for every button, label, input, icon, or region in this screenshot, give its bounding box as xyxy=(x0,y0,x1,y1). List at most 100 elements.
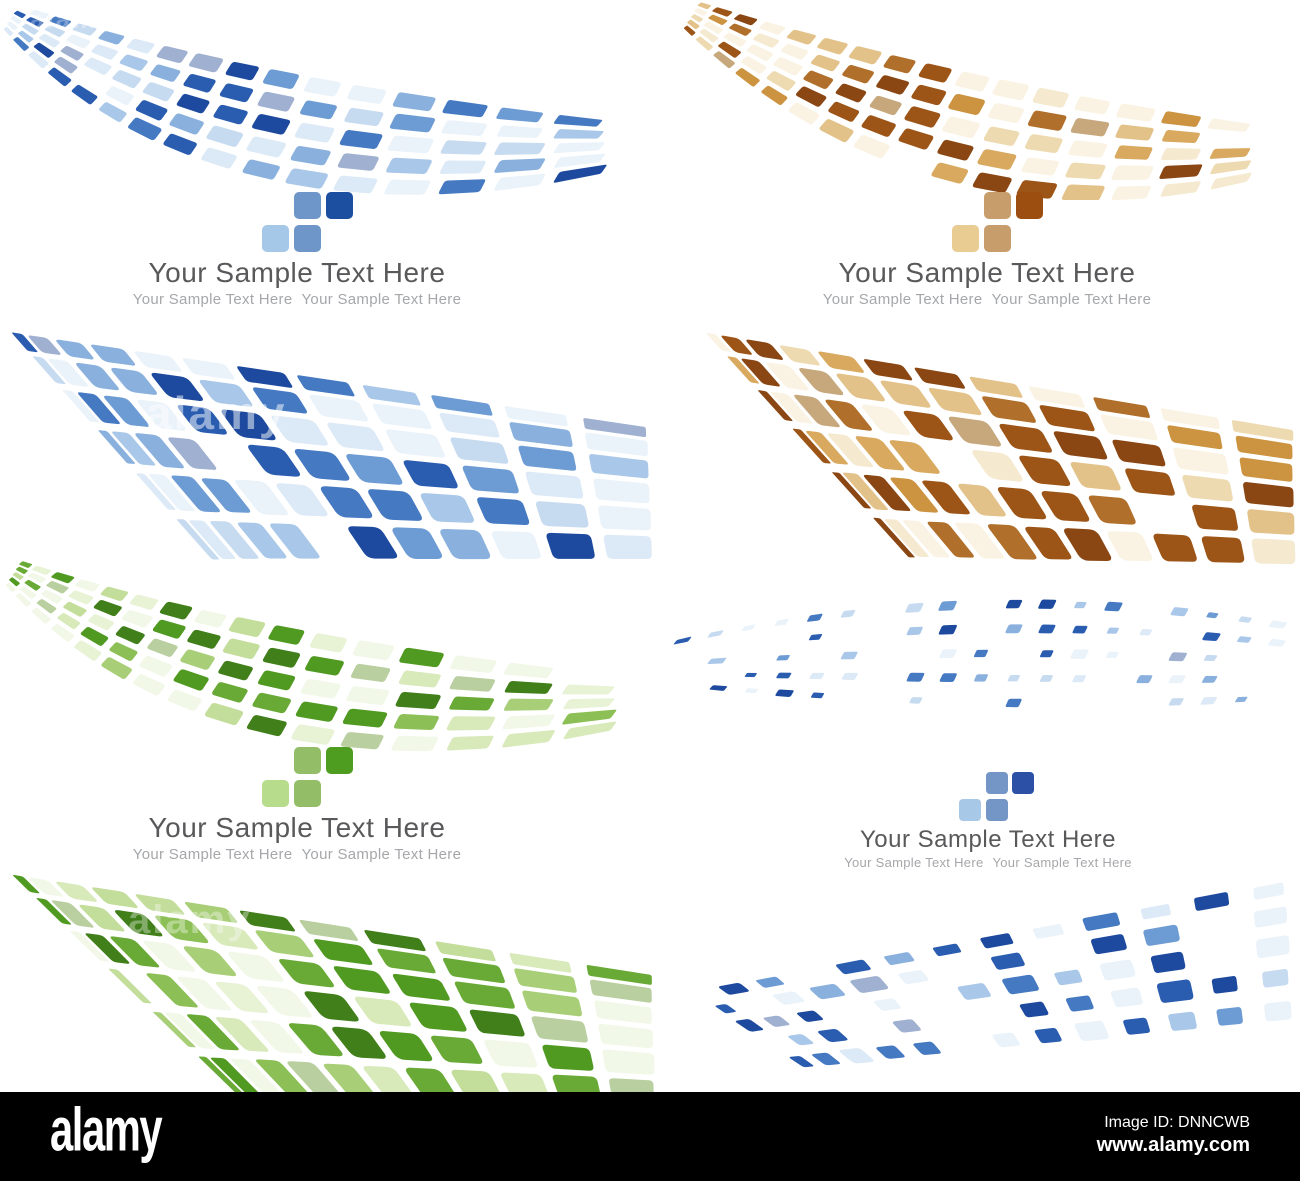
mosaic-cell xyxy=(911,84,947,106)
mosaic-cell xyxy=(228,951,284,982)
logo-square-mid-icon xyxy=(984,192,1011,219)
mosaic-cell xyxy=(1088,495,1136,525)
sample-subline: Your Sample Text Here Your Sample Text He… xyxy=(87,846,507,864)
mosaic-cell xyxy=(992,1032,1020,1048)
mosaic-cell xyxy=(348,526,398,559)
mosaic-cell xyxy=(972,450,1023,482)
mosaic-cell xyxy=(890,477,938,513)
mosaic-cell xyxy=(199,379,253,407)
mosaic-cell xyxy=(938,624,957,635)
mosaic-cell xyxy=(721,335,752,355)
mosaic-cell xyxy=(687,19,700,30)
mosaic-cell xyxy=(972,172,1012,193)
logo-square-mid-icon xyxy=(986,772,1008,794)
mosaic-cell xyxy=(1025,526,1072,560)
mosaic-cell xyxy=(173,669,209,691)
mosaic-cell xyxy=(189,520,236,559)
mosaic-cell xyxy=(553,142,605,154)
sample-subline: Your Sample Text Here Your Sample Text He… xyxy=(87,290,507,309)
mosaic-cell xyxy=(484,1039,538,1068)
mosaic-cell xyxy=(132,674,165,696)
mosaic-cell xyxy=(389,113,436,133)
mosaic-cell xyxy=(85,933,130,964)
mosaic-cell xyxy=(937,139,974,161)
mosaic-cell xyxy=(449,696,495,711)
mosaic-cell xyxy=(377,948,436,974)
mosaic-cell xyxy=(494,158,546,173)
mosaic-cell xyxy=(60,45,84,61)
mosaic-cell xyxy=(198,1056,245,1096)
mosaic-cell xyxy=(525,471,584,499)
mosaic-cell xyxy=(1024,134,1063,153)
mosaic-cell xyxy=(843,472,888,511)
mosaic-cell xyxy=(744,688,759,694)
mosaic-cell xyxy=(903,410,953,441)
checker-logo-orange xyxy=(777,192,1197,254)
mosaic-cell xyxy=(553,115,603,127)
mosaic-cell xyxy=(63,601,87,617)
mosaic-cell xyxy=(237,522,287,559)
mosaic-cell xyxy=(177,976,232,1011)
mosaic-cell xyxy=(71,84,98,105)
mosaic-cell xyxy=(229,617,266,637)
mosaic-cell xyxy=(36,898,72,925)
mosaic-cell xyxy=(861,404,911,436)
mosaic-cell xyxy=(10,16,22,25)
mosaic-cell xyxy=(346,686,390,705)
mosaic-cell xyxy=(1268,638,1286,647)
mosaic-cell xyxy=(1262,968,1289,988)
mosaic-cell xyxy=(1116,103,1156,122)
mosaic-cell xyxy=(1110,987,1143,1008)
mosaic-cell xyxy=(204,703,244,726)
mosaic-cell xyxy=(48,67,72,87)
mosaic-cell xyxy=(38,34,60,48)
mosaic-cell xyxy=(1140,904,1171,920)
mosaic-cell xyxy=(958,483,1006,517)
mosaic-cell xyxy=(799,368,844,396)
mosaic-cell xyxy=(928,387,982,416)
mosaic-cell xyxy=(194,610,227,628)
sample-headline: Your Sample Text Here xyxy=(860,826,1116,853)
mosaic-cell xyxy=(992,79,1029,101)
mosaic-cell xyxy=(806,430,848,465)
mosaic-cell xyxy=(66,34,91,49)
mosaic-cell xyxy=(836,373,885,402)
mosaic-cell xyxy=(54,56,78,74)
mosaic-cell xyxy=(354,996,411,1027)
mosaic-cell xyxy=(1039,675,1053,682)
mosaic-cell xyxy=(1173,447,1229,475)
mosaic-cell xyxy=(187,1014,239,1051)
mosaic-cell xyxy=(1070,462,1121,491)
mosaic-cell xyxy=(1210,172,1252,190)
mosaic-cell xyxy=(977,149,1017,170)
mosaic-cell xyxy=(1019,1001,1049,1018)
mosaic-cell xyxy=(602,1049,655,1075)
mosaic-cell xyxy=(156,46,188,64)
mosaic-cell xyxy=(1072,675,1086,683)
watermark-bar: alamy Image ID: DNNCWB www.alamy.com xyxy=(0,1092,1300,1181)
mosaic-cell xyxy=(906,672,925,682)
mosaic-cell xyxy=(152,619,186,639)
mosaic-cell xyxy=(562,684,615,695)
mosaic-cell xyxy=(1114,145,1153,160)
mosaic-cell xyxy=(776,654,790,661)
mosaic-cell xyxy=(1256,935,1290,958)
mosaic-cell xyxy=(980,933,1014,949)
mosaic-cell xyxy=(776,672,792,679)
mosaic-cell xyxy=(848,46,882,65)
mosaic-cell xyxy=(718,982,749,995)
mosaic-cell xyxy=(817,1029,848,1043)
mosaic-cell xyxy=(812,1052,841,1066)
mosaic-cell xyxy=(362,385,421,406)
mosaic-cell xyxy=(817,38,848,55)
mosaic-cell xyxy=(212,682,248,703)
mosaic-cell xyxy=(134,351,182,372)
mosaic-cell xyxy=(442,957,505,984)
mosaic-cell xyxy=(727,356,759,384)
sample-subline: Your Sample Text Here Your Sample Text He… xyxy=(778,856,1198,871)
mosaic-cell xyxy=(435,941,496,962)
logo-square-dark-icon xyxy=(326,192,353,219)
mosaic-cell xyxy=(938,600,957,611)
logo-square-light-icon xyxy=(262,225,289,252)
sample-subtext: Your Sample Text Here xyxy=(301,290,462,308)
